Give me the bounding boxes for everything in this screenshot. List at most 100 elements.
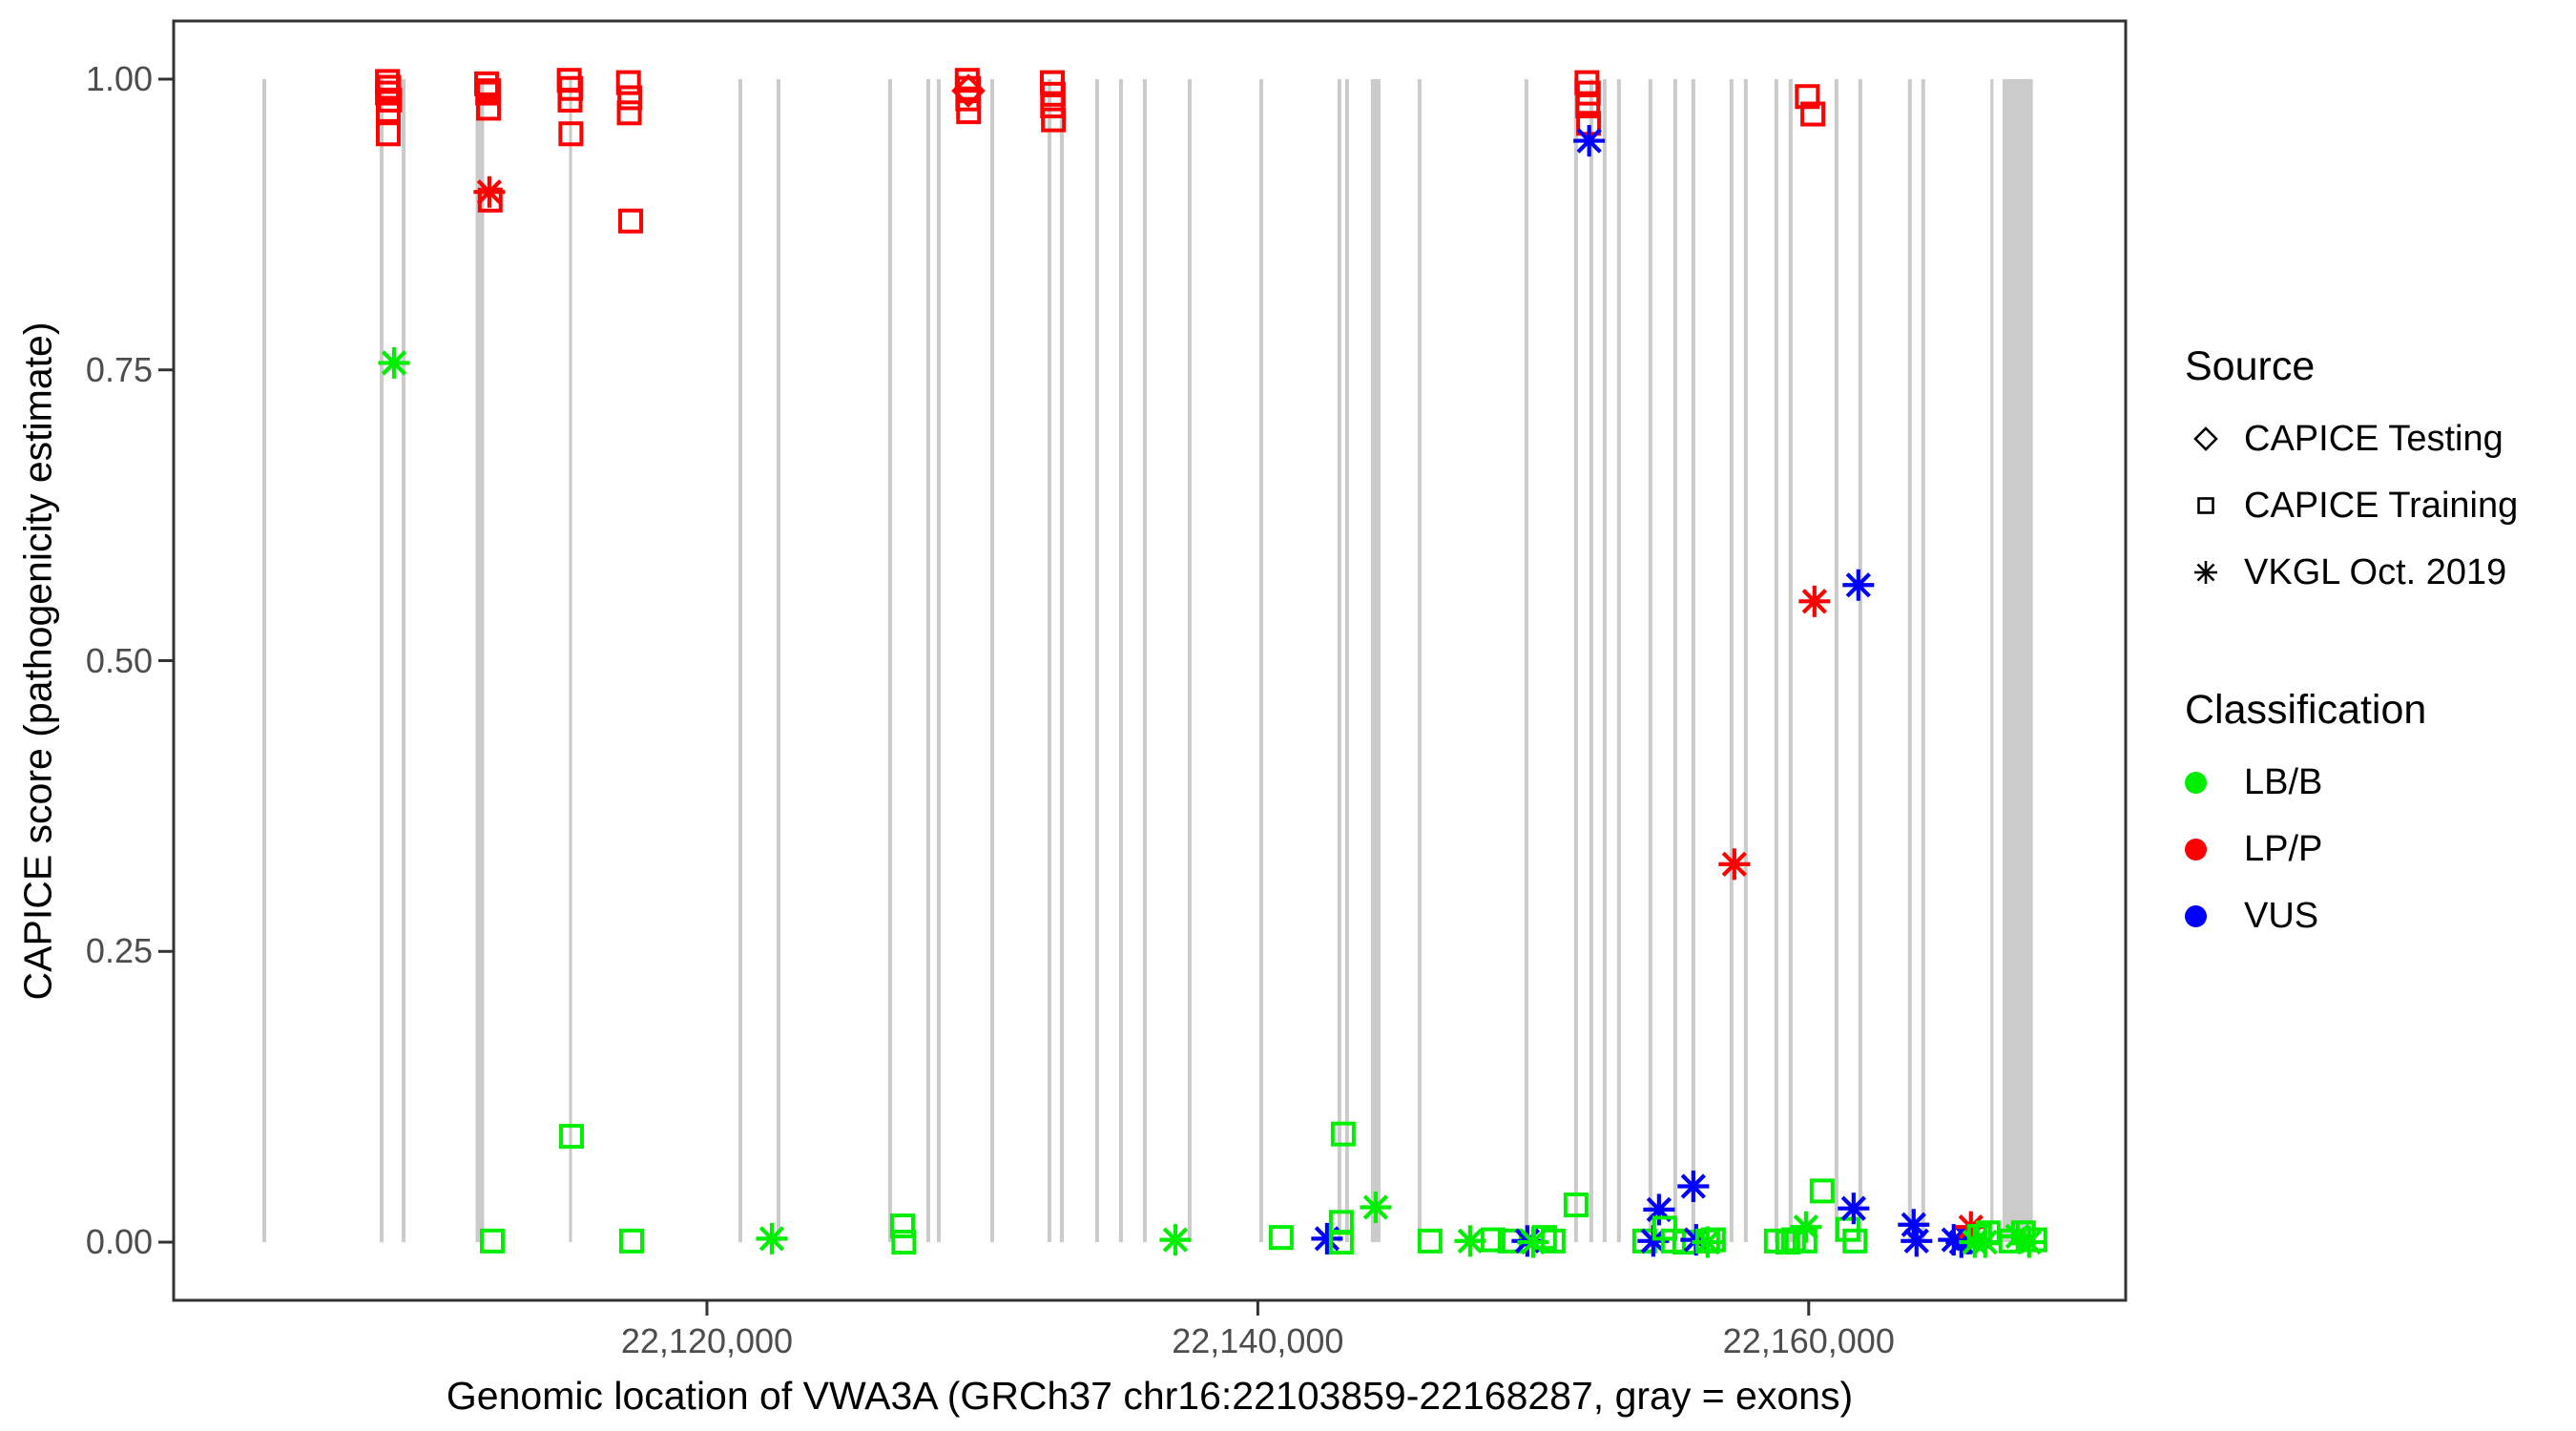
data-point [1575, 80, 1601, 106]
exon-bar [1337, 78, 1341, 1243]
exon-bar [475, 78, 485, 1243]
x-tick-label: 22,140,000 [1172, 1321, 1344, 1360]
legend-item-capice-testing: CAPICE Testing [2185, 405, 2566, 472]
data-point [557, 87, 583, 113]
data-point [1480, 1227, 1506, 1253]
data-point [1798, 585, 1831, 617]
exon-bar [1616, 78, 1621, 1243]
exon-bar [1921, 78, 1925, 1243]
data-point [1159, 1224, 1192, 1256]
data-point [1800, 101, 1826, 127]
y-tick-label: 0.50 [85, 640, 153, 680]
data-point [479, 1228, 505, 1254]
exon-bar [1187, 78, 1192, 1243]
y-axis-title: CAPICE score (pathogenicity estimate) [15, 321, 60, 1000]
x-axis-title: Genomic location of VWA3A (GRCh37 chr16:… [446, 1374, 1854, 1418]
lpp-dot-icon [2185, 838, 2207, 861]
data-point [1700, 1227, 1726, 1253]
data-point [375, 80, 401, 106]
exon-bar [1047, 78, 1051, 1243]
exon-bar [989, 78, 994, 1243]
exon-bar [936, 78, 941, 1243]
data-point [1838, 1192, 1870, 1225]
data-point [1842, 569, 1875, 601]
exon-bar [1691, 78, 1695, 1243]
data-point [1901, 1225, 1933, 1257]
y-tick-label: 1.00 [85, 58, 153, 98]
exon-bar [1743, 78, 1748, 1243]
legend-source-title: Source [2185, 343, 2316, 389]
data-point [1040, 93, 1066, 118]
square-icon [2185, 485, 2244, 527]
lbb-dot-icon [2185, 771, 2207, 794]
legend-item-label: LB/B [2244, 761, 2323, 802]
data-point [1540, 1228, 1566, 1254]
y-tick-label: 0.75 [85, 349, 153, 389]
data-point [618, 1228, 644, 1254]
exon-bar [262, 78, 267, 1243]
data-point [618, 208, 644, 234]
legend-item-label: CAPICE Training [2244, 485, 2519, 526]
x-tick-label: 22,160,000 [1722, 1321, 1895, 1360]
exon-bar [776, 78, 781, 1243]
legend-item-label: CAPICE Testing [2244, 418, 2503, 459]
exon-bar [1417, 78, 1422, 1243]
exon-bar [569, 78, 572, 1243]
data-point [1417, 1228, 1443, 1254]
legend-item-vkgl: VKGL Oct. 2019 [2185, 539, 2566, 606]
exon-bar [1059, 78, 1064, 1243]
data-point [956, 99, 982, 125]
exon-bar [1990, 78, 1994, 1243]
exon-bar [1729, 78, 1734, 1243]
data-point [1360, 1191, 1392, 1223]
data-point [1842, 1228, 1868, 1254]
diamond-icon [2185, 418, 2244, 460]
data-point [476, 95, 502, 121]
y-tick-label: 0.25 [85, 931, 153, 971]
exon-bar [1370, 78, 1381, 1243]
exon-bar [1858, 78, 1862, 1243]
legend-source: Source CAPICE Testing CAPICE Training [2185, 343, 2566, 606]
vus-dot-icon [2185, 904, 2207, 927]
data-point [1563, 1192, 1589, 1218]
exon-bar [1602, 78, 1607, 1243]
data-point [1809, 1178, 1835, 1204]
legend-item-capice-training: CAPICE Training [2185, 472, 2566, 539]
data-point [1330, 1121, 1356, 1147]
exon-bar [2002, 78, 2033, 1243]
data-point [1718, 848, 1751, 881]
data-point [891, 1230, 917, 1255]
exon-bar [737, 78, 742, 1243]
exon-bar [925, 78, 930, 1243]
legend-classification-title: Classification [2185, 687, 2427, 733]
data-point [475, 80, 501, 106]
legend-item-label: LP/P [2244, 828, 2323, 869]
data-point [378, 346, 410, 379]
exon-bar [1774, 78, 1778, 1243]
exon-bar [1524, 78, 1528, 1243]
data-point [616, 100, 642, 126]
exon-bar [1648, 78, 1652, 1243]
exon-bar [1788, 78, 1793, 1243]
legend-classification: Classification LB/B LP/P VUS [2185, 687, 2566, 949]
exon-bar [380, 78, 384, 1243]
exon-bar [1258, 78, 1263, 1243]
data-point [1328, 1210, 1354, 1235]
legend-item-lpp: LP/P [2185, 816, 2566, 882]
asterisk-icon [2185, 551, 2244, 593]
data-point [375, 97, 401, 123]
data-point [1775, 1230, 1800, 1255]
exon-bar [1589, 78, 1593, 1243]
data-point [889, 1213, 915, 1238]
data-point [1041, 107, 1067, 133]
data-point [1790, 1211, 1822, 1243]
exon-bar [1118, 78, 1123, 1243]
data-point [2022, 1227, 2047, 1253]
exon-bar [1834, 78, 1839, 1243]
exon-bar [1573, 78, 1578, 1243]
exon-bar [887, 78, 892, 1243]
data-point [951, 73, 986, 108]
exon-bar [1907, 78, 1912, 1243]
